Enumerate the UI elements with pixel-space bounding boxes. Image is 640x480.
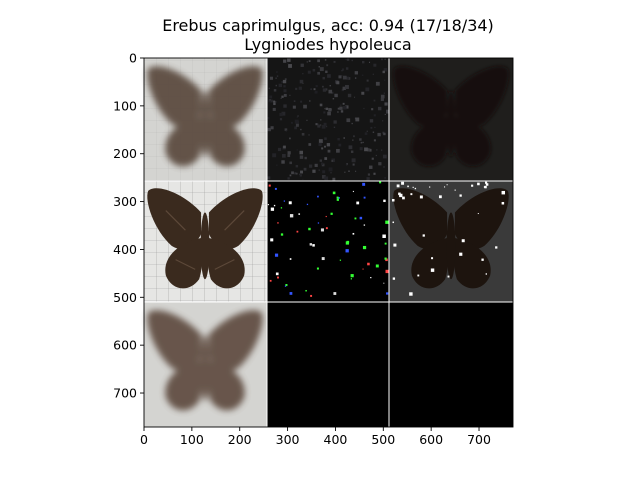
y-tick-label: 400 — [113, 242, 137, 257]
black-panel-2 — [389, 302, 513, 427]
y-tick-label: 300 — [113, 194, 137, 209]
blurred-reconstruction-moth — [144, 58, 267, 181]
x-tick-label: 700 — [467, 432, 491, 447]
y-axis-ticks: 0 100 200 300 400 500 600 700 — [113, 51, 144, 401]
figure-title-line-1: Erebus caprimulgus, acc: 0.94 (17/18/34) — [162, 16, 494, 35]
specimen-photo-moth — [144, 181, 267, 302]
y-tick-label: 600 — [113, 338, 137, 353]
y-tick-label: 200 — [113, 146, 137, 161]
x-tick-label: 300 — [276, 432, 300, 447]
y-tick-label: 0 — [129, 51, 137, 66]
image-grid — [144, 58, 513, 427]
x-tick-label: 600 — [419, 432, 443, 447]
x-tick-label: 400 — [324, 432, 348, 447]
y-tick-label: 700 — [113, 386, 137, 401]
blurred-reconstruction-moth-2 — [144, 302, 267, 427]
dim-moth-overlay — [389, 58, 513, 181]
black-panel — [267, 302, 389, 427]
x-tick-label: 500 — [371, 432, 395, 447]
x-tick-label: 200 — [228, 432, 252, 447]
x-axis-ticks: 0 100 200 300 400 500 600 700 — [140, 427, 491, 447]
masked-moth-overlay — [389, 181, 513, 302]
axes-frame — [143, 57, 514, 428]
y-tick-label: 100 — [113, 98, 137, 113]
x-tick-label: 100 — [180, 432, 204, 447]
dark-noise-panel — [267, 58, 390, 181]
figure-title-line-2: Lygniodes hypoleuca — [244, 35, 411, 54]
y-tick-label: 500 — [113, 290, 137, 305]
x-tick-label: 0 — [140, 432, 148, 447]
sparse-pixel-mask — [267, 181, 389, 302]
